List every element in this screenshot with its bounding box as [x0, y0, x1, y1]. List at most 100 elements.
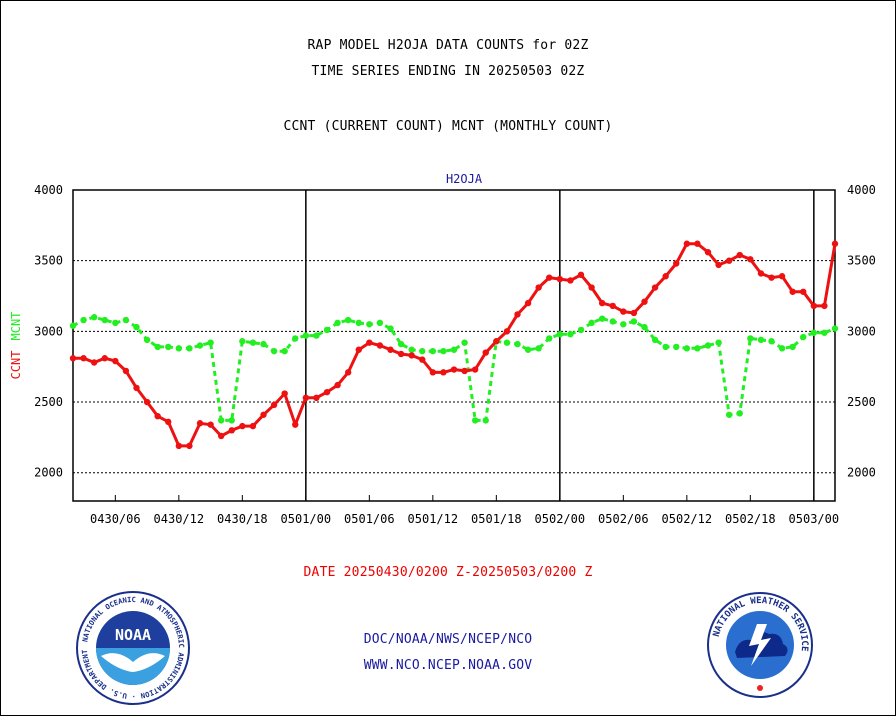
- data-point-ccnt: [440, 369, 447, 376]
- noaa-logo: NATIONAL OCEANIC AND ATMOSPHERIC ADMINIS…: [73, 588, 190, 705]
- data-point-mcnt: [715, 339, 722, 346]
- data-point-mcnt: [323, 326, 331, 334]
- chart-axes: [72, 189, 836, 502]
- data-point-mcnt: [302, 332, 310, 339]
- data-point-ccnt: [101, 355, 108, 362]
- chart-series: [69, 240, 839, 450]
- data-point-ccnt: [249, 422, 257, 430]
- data-point-ccnt: [429, 369, 437, 376]
- data-point-mcnt: [440, 347, 447, 355]
- data-point-mcnt: [567, 330, 574, 338]
- chart-subtitle: CCNT (CURRENT COUNT) MCNT (MONTHLY COUNT…: [283, 119, 613, 134]
- data-point-mcnt: [757, 336, 765, 344]
- data-point-ccnt: [450, 366, 458, 373]
- data-point-mcnt: [419, 347, 426, 355]
- data-point-ccnt: [334, 381, 341, 389]
- y-tick-label-left: 2000: [34, 466, 63, 480]
- x-tick-label: 0503/00: [789, 512, 840, 526]
- data-point-ccnt: [821, 302, 828, 310]
- line-chart: 2000 2000 2500 2500 3000 3000 3500 3500 4000 4000…: [9, 172, 876, 526]
- data-point-ccnt: [630, 309, 638, 317]
- y-tick-label-left: 3000: [34, 324, 63, 338]
- data-point-mcnt: [260, 340, 267, 348]
- y-label-mcnt: MCNT: [9, 312, 23, 341]
- data-point-ccnt: [281, 390, 288, 397]
- y-tick-label-right: 2000: [847, 466, 876, 480]
- chart-title-line-1: RAP MODEL H2OJA DATA COUNTS for 02Z: [307, 38, 589, 53]
- data-point-ccnt: [323, 388, 331, 396]
- data-point-mcnt: [165, 343, 172, 351]
- data-point-mcnt: [69, 322, 77, 329]
- data-point-ccnt: [546, 274, 553, 281]
- data-point-ccnt: [588, 284, 595, 291]
- data-point-mcnt: [598, 315, 606, 322]
- data-point-ccnt: [535, 284, 542, 291]
- x-tick-label: 0501/06: [344, 512, 395, 526]
- data-point-ccnt: [165, 418, 172, 426]
- data-point-mcnt: [239, 338, 246, 345]
- chart-title-line-2: TIME SERIES ENDING IN 20250503 02Z: [311, 64, 585, 79]
- data-point-ccnt: [736, 251, 743, 259]
- data-point-ccnt: [461, 367, 468, 375]
- data-point-mcnt: [471, 417, 479, 424]
- data-point-ccnt: [641, 298, 648, 305]
- data-point-ccnt: [270, 401, 278, 409]
- data-point-ccnt: [810, 302, 818, 310]
- data-point-ccnt: [789, 288, 796, 295]
- x-tick-label: 0502/18: [725, 512, 776, 526]
- data-point-mcnt: [429, 347, 437, 355]
- data-point-ccnt: [673, 260, 680, 267]
- data-point-mcnt: [789, 343, 796, 351]
- data-point-mcnt: [768, 338, 775, 345]
- data-point-mcnt: [651, 336, 659, 344]
- data-point-mcnt: [334, 319, 341, 327]
- data-point-ccnt: [503, 328, 511, 335]
- data-point-mcnt: [408, 346, 415, 353]
- data-point-mcnt: [122, 316, 130, 324]
- data-point-ccnt: [408, 352, 415, 359]
- x-tick-label: 0430/12: [154, 512, 205, 526]
- data-point-ccnt: [493, 338, 500, 345]
- data-point-mcnt: [620, 321, 627, 328]
- data-point-mcnt: [725, 411, 733, 418]
- data-point-mcnt: [673, 343, 680, 351]
- data-point-ccnt: [143, 398, 151, 406]
- data-point-mcnt: [810, 329, 818, 336]
- data-point-mcnt: [133, 323, 140, 331]
- plot-frame: [72, 189, 836, 502]
- x-tick-label: 0501/00: [281, 512, 332, 526]
- data-point-ccnt: [651, 284, 659, 291]
- data-point-ccnt: [207, 421, 214, 428]
- data-point-mcnt: [186, 345, 193, 352]
- data-point-ccnt: [514, 311, 521, 318]
- data-point-mcnt: [461, 339, 468, 346]
- data-point-ccnt: [80, 355, 87, 362]
- y-tick-label-left: 2500: [34, 395, 63, 409]
- x-tick-label: 0502/12: [662, 512, 713, 526]
- website-link[interactable]: WWW.NCO.NCEP.NOAA.GOV: [363, 658, 533, 673]
- data-point-mcnt: [344, 316, 352, 324]
- data-point-mcnt: [80, 316, 87, 324]
- data-point-mcnt: [704, 342, 712, 349]
- data-point-mcnt: [450, 346, 458, 353]
- data-point-mcnt: [778, 345, 786, 352]
- data-point-ccnt: [556, 275, 564, 283]
- data-point-ccnt: [471, 366, 479, 373]
- data-point-mcnt: [535, 345, 542, 352]
- data-point-ccnt: [217, 432, 225, 440]
- data-point-mcnt: [694, 345, 701, 352]
- data-point-mcnt: [482, 417, 489, 424]
- data-point-mcnt: [514, 340, 521, 348]
- data-point-ccnt: [577, 271, 585, 279]
- data-point-ccnt: [609, 302, 616, 310]
- x-tick-label: 0430/06: [90, 512, 141, 526]
- y-tick-label-right: 2500: [847, 395, 876, 409]
- data-point-ccnt: [704, 249, 712, 256]
- data-point-mcnt: [355, 319, 362, 327]
- data-point-mcnt: [217, 417, 225, 424]
- date-range-label: DATE 20250430/0200 Z-20250503/0200 Z: [303, 565, 593, 580]
- data-point-ccnt: [800, 288, 807, 295]
- data-point-ccnt: [768, 274, 775, 281]
- data-point-mcnt: [397, 340, 405, 348]
- data-point-ccnt: [598, 299, 606, 307]
